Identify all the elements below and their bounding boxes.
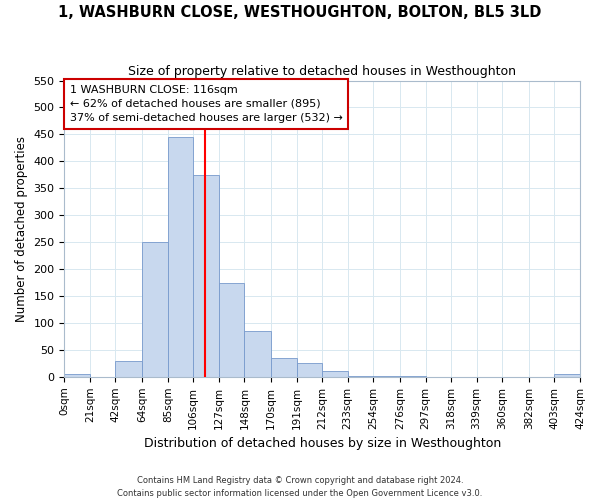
Text: 1, WASHBURN CLOSE, WESTHOUGHTON, BOLTON, BL5 3LD: 1, WASHBURN CLOSE, WESTHOUGHTON, BOLTON,… [58, 5, 542, 20]
X-axis label: Distribution of detached houses by size in Westhoughton: Distribution of detached houses by size … [143, 437, 501, 450]
Bar [373, 376, 400, 377]
Bar [168, 137, 193, 377]
Text: Contains HM Land Registry data © Crown copyright and database right 2024.
Contai: Contains HM Land Registry data © Crown c… [118, 476, 482, 498]
Bar [244, 331, 271, 377]
Bar [142, 242, 168, 377]
Bar [296, 364, 322, 377]
Bar [554, 374, 580, 377]
Bar [322, 372, 348, 377]
Bar [219, 282, 244, 377]
Bar [348, 376, 373, 377]
Bar [193, 175, 219, 377]
Text: 1 WASHBURN CLOSE: 116sqm
← 62% of detached houses are smaller (895)
37% of semi-: 1 WASHBURN CLOSE: 116sqm ← 62% of detach… [70, 85, 343, 123]
Bar [115, 360, 142, 377]
Bar [400, 376, 425, 377]
Bar [64, 374, 90, 377]
Title: Size of property relative to detached houses in Westhoughton: Size of property relative to detached ho… [128, 65, 516, 78]
Bar [271, 358, 296, 377]
Y-axis label: Number of detached properties: Number of detached properties [15, 136, 28, 322]
